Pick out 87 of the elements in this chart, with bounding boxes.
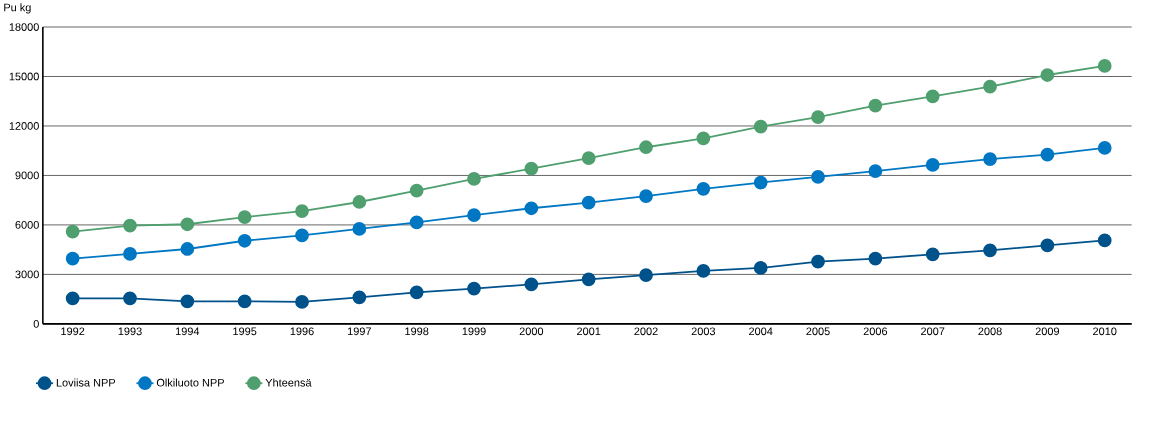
point (811, 254, 825, 269)
point (180, 294, 195, 309)
legend-label: Loviisa NPP (56, 378, 116, 387)
point (1097, 59, 1112, 73)
point (925, 247, 940, 262)
x-tick-label: 1996 (290, 327, 314, 336)
x-tick-label: 2007 (921, 327, 945, 336)
x-tick-label: 2008 (978, 327, 1002, 336)
point (237, 294, 252, 309)
point (237, 233, 252, 248)
point (524, 161, 539, 176)
point (65, 224, 80, 239)
point (581, 272, 596, 287)
point (811, 110, 825, 124)
point (1040, 238, 1055, 253)
point (1097, 141, 1112, 155)
point (868, 164, 883, 179)
y-axis-title: Pu kg (4, 3, 31, 14)
point (753, 261, 768, 275)
point (753, 175, 768, 190)
y-tick-label: 0 (33, 320, 39, 328)
point (180, 242, 195, 256)
y-tick-label: 18000 (9, 23, 39, 31)
x-tick-label: 2005 (806, 327, 830, 336)
legend-label: Yhteensä (265, 378, 312, 387)
y-tick-label: 12000 (9, 122, 39, 130)
x-tick-label: 2009 (1035, 327, 1060, 336)
point (352, 290, 367, 305)
x-tick-label: 1992 (61, 327, 85, 336)
x-tick-label: 2010 (1093, 327, 1117, 336)
x-tick-label: 2000 (519, 327, 544, 336)
point (352, 222, 367, 236)
point (868, 251, 883, 266)
point (524, 277, 539, 292)
point (1040, 68, 1055, 82)
point (123, 218, 137, 233)
point (639, 140, 653, 155)
point (123, 291, 137, 306)
point (409, 183, 424, 198)
point (180, 217, 195, 232)
point (237, 210, 252, 225)
y-tick-label: 9000 (15, 171, 39, 180)
point (639, 268, 653, 283)
point (295, 204, 309, 218)
y-tick-label: 3000 (15, 270, 39, 279)
point (925, 89, 940, 104)
point (811, 170, 825, 184)
x-tick-label: 2004 (749, 327, 773, 336)
x-tick-label: 2006 (863, 327, 888, 336)
y-tick-label: 15000 (9, 72, 39, 81)
point (65, 291, 80, 306)
point (1040, 147, 1055, 162)
x-tick-label: 1994 (175, 327, 200, 336)
x-tick-label: 1993 (118, 327, 142, 336)
point (696, 264, 711, 278)
x-tick-label: 1997 (347, 327, 371, 336)
x-tick-label: 1999 (462, 327, 486, 336)
point (123, 247, 137, 261)
point (295, 295, 309, 309)
point (753, 119, 768, 134)
point (581, 195, 596, 210)
point (868, 98, 883, 113)
point (467, 281, 481, 296)
point (983, 79, 997, 94)
point (983, 243, 997, 258)
x-tick-label: 2003 (691, 327, 716, 336)
point (352, 195, 367, 209)
point (295, 228, 309, 243)
point (639, 189, 653, 204)
point (524, 201, 539, 216)
point (467, 172, 481, 186)
y-tick-label: 6000 (15, 221, 39, 229)
x-tick-label: 1995 (233, 327, 257, 336)
x-tick-label: 2001 (577, 327, 601, 336)
point (467, 208, 481, 222)
point (65, 251, 80, 266)
legend-label: Olkiluoto NPP (156, 378, 224, 387)
point (983, 152, 997, 167)
point (1097, 233, 1112, 248)
point (696, 181, 711, 196)
point (409, 215, 424, 230)
point (925, 158, 940, 172)
point (696, 131, 711, 146)
x-tick-label: 2002 (634, 327, 658, 336)
x-tick-label: 1998 (405, 327, 429, 336)
point (581, 151, 596, 166)
point (409, 285, 424, 300)
